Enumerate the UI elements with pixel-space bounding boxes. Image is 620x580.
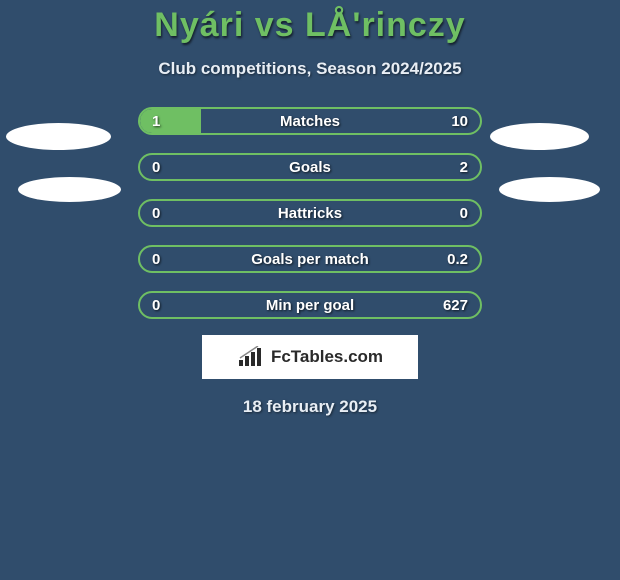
page-title: Nyári vs LÅ'rinczy [0,6,620,45]
stat-value-right: 0.2 [447,247,468,271]
team-badge-right-1 [490,123,589,150]
stat-label: Min per goal [140,293,480,317]
stat-value-right: 2 [460,155,468,179]
team-badge-right-2 [499,177,600,202]
bar-chart-icon [237,346,265,368]
stat-bar: 0 Hattricks 0 [138,199,482,227]
subtitle: Club competitions, Season 2024/2025 [0,59,620,79]
brand-text: FcTables.com [271,347,383,367]
stat-bar: 0 Min per goal 627 [138,291,482,319]
stat-label: Hattricks [140,201,480,225]
stat-value-right: 627 [443,293,468,317]
stat-label: Matches [140,109,480,133]
stat-value-right: 0 [460,201,468,225]
stat-bar: 1 Matches 10 [138,107,482,135]
stats-bars: 1 Matches 10 0 Goals 2 0 Hattricks 0 0 G… [138,107,482,319]
stat-bar: 0 Goals 2 [138,153,482,181]
team-badge-left-2 [18,177,121,202]
team-badge-left-1 [6,123,111,150]
stat-label: Goals [140,155,480,179]
brand-logo[interactable]: FcTables.com [202,335,418,379]
date-label: 18 february 2025 [0,397,620,417]
comparison-card: Nyári vs LÅ'rinczy Club competitions, Se… [0,0,620,417]
stat-bar: 0 Goals per match 0.2 [138,245,482,273]
stat-label: Goals per match [140,247,480,271]
stat-value-right: 10 [451,109,468,133]
